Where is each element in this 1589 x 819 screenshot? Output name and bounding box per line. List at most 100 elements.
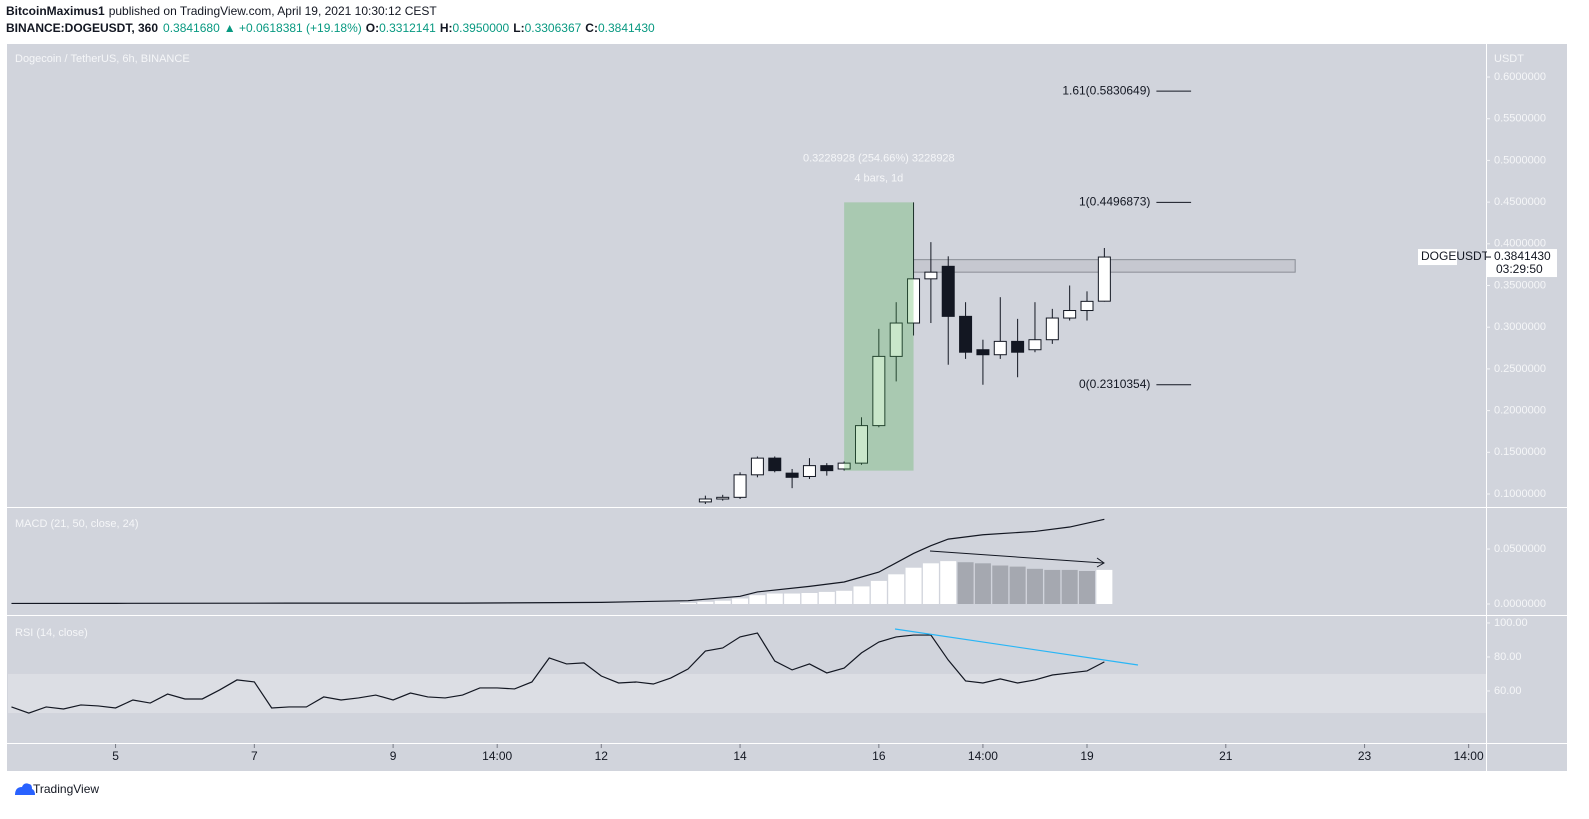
macd-histogram-bar: [784, 593, 801, 605]
x-tick-label: 14:00: [1454, 749, 1484, 763]
macd-histogram-bar: [714, 600, 731, 605]
change: ▲ +0.0618381 (+19.18%): [224, 21, 362, 35]
candle-body: [1097, 256, 1111, 302]
ohlc-value: 0.3950000: [453, 21, 510, 35]
symbol: BINANCE:DOGEUSDT, 360: [6, 21, 158, 35]
trend-line: [894, 628, 1139, 666]
macd-histogram-bar: [749, 595, 766, 605]
y-tick-label: 0.4000000: [1494, 238, 1546, 250]
rsi-line: [11, 632, 1105, 714]
main-title: Dogecoin / TetherUS, 6h, BINANCE: [15, 53, 190, 65]
macd-title: MACD (21, 50, close, 24): [15, 518, 139, 530]
candle-body: [768, 457, 782, 472]
candle-body: [837, 462, 851, 470]
macd-histogram-bar: [1009, 566, 1026, 605]
y-tick-label: 0.4500000: [1494, 196, 1546, 208]
x-tick-label: 14:00: [968, 749, 998, 763]
x-tick-label: 16: [872, 749, 886, 763]
macd-line: [11, 518, 1105, 605]
divergence-arrow: [929, 550, 1104, 564]
y-tick-label: 0.0000000: [1494, 598, 1546, 610]
y-tick-label: 100.00: [1494, 617, 1528, 629]
ohlc-value: 0.3312141: [379, 21, 436, 35]
candle-body: [854, 425, 868, 464]
macd-histogram-bar: [888, 574, 905, 605]
macd-histogram-bar: [922, 563, 939, 605]
y-tick-label: 0.2500000: [1494, 363, 1546, 375]
macd-histogram-bar: [836, 590, 853, 605]
symbol-label: DOGEUSDT: [1421, 249, 1490, 263]
y-tick-label: 0.1500000: [1494, 446, 1546, 458]
ohlc-value: 0.3306367: [525, 21, 582, 35]
rsi-title: RSI (14, close): [15, 627, 88, 639]
macd-histogram-bar: [1026, 568, 1043, 605]
header-line-2: BINANCE:DOGEUSDT, 360 0.3841680 ▲ +0.06183…: [6, 21, 655, 35]
x-tick-label: 5: [112, 749, 119, 763]
header-line-1: BitcoinMaximus1 published on TradingView.…: [6, 4, 437, 18]
fib-label: 0(0.2310354): [1079, 377, 1150, 391]
candles: [698, 202, 1296, 504]
ohlc-label: H:: [440, 21, 453, 35]
macd-histogram-bar: [801, 593, 818, 605]
candle-body: [785, 472, 799, 478]
x-tick-label: 7: [251, 749, 258, 763]
logo: [15, 783, 35, 795]
x-tick-label: 14: [733, 749, 747, 763]
y-tick-label: 0.2000000: [1494, 405, 1546, 417]
x-tick-label: 19: [1080, 749, 1094, 763]
x-tick-label: 9: [390, 749, 397, 763]
author: BitcoinMaximus1: [6, 4, 105, 18]
footer: TradingView: [15, 782, 99, 796]
rsi-band: [8, 673, 1486, 714]
candle-body: [1011, 340, 1025, 353]
candle-body: [872, 355, 886, 427]
candle-body: [820, 465, 834, 472]
countdown: 03:29:50: [1496, 262, 1543, 276]
fib-label: 1(0.4496873): [1079, 195, 1150, 209]
y-tick-label: 0.5000000: [1494, 154, 1546, 166]
arrow-head: [1096, 557, 1105, 568]
measure-subtext: 4 bars, 1d: [854, 172, 903, 184]
macd-histogram-bar: [905, 567, 922, 605]
y-tick-label: 0.1000000: [1494, 488, 1546, 500]
candle-body: [698, 498, 712, 503]
macd-histogram-bar: [1079, 571, 1096, 605]
macd-histogram-bar: [940, 561, 957, 605]
y-tick-label: 0.3500000: [1494, 279, 1546, 291]
y-axis-label: USDT: [1494, 53, 1524, 65]
candle-body: [802, 465, 816, 477]
x-tick-label: 14:00: [482, 749, 512, 763]
candle-body: [941, 265, 955, 317]
ohlc-value: 0.3841430: [598, 21, 655, 35]
x-tick-label: 12: [595, 749, 609, 763]
y-tick-label: 60.00: [1494, 685, 1522, 697]
candle-body: [993, 340, 1007, 356]
x-tick-label: 23: [1358, 749, 1372, 763]
macd-histogram-bar: [732, 598, 749, 605]
price: 0.3841680: [163, 21, 220, 35]
macd-histogram-bar: [1061, 569, 1078, 605]
ohlc-label: O:: [366, 21, 379, 35]
macd-histogram-bar: [1044, 569, 1061, 605]
candle-body: [1028, 339, 1042, 351]
ohlc-label: L:: [513, 21, 524, 35]
y-tick-label: 0.6000000: [1494, 71, 1546, 83]
candle-body: [889, 322, 903, 357]
measure-box: [844, 202, 914, 471]
candle-body: [924, 271, 938, 280]
symbol-box: [1418, 249, 1457, 266]
macd-histogram-bar: [1096, 569, 1113, 605]
candle-body: [959, 315, 973, 353]
y-tick-label: 0.3000000: [1494, 321, 1546, 333]
y-tick-label: 0.5500000: [1494, 113, 1546, 125]
candle-body: [1045, 317, 1059, 341]
macd-histogram-bar: [974, 563, 991, 605]
published: published on TradingView.com, April 19, …: [109, 4, 438, 18]
macd-histogram-bar: [957, 562, 974, 605]
candle-body: [716, 496, 730, 500]
fib-label: 1.61(0.5830649): [1062, 83, 1150, 97]
candle-body: [750, 457, 764, 476]
last-price-box: [1487, 249, 1557, 278]
brand: TradingView: [33, 782, 99, 796]
